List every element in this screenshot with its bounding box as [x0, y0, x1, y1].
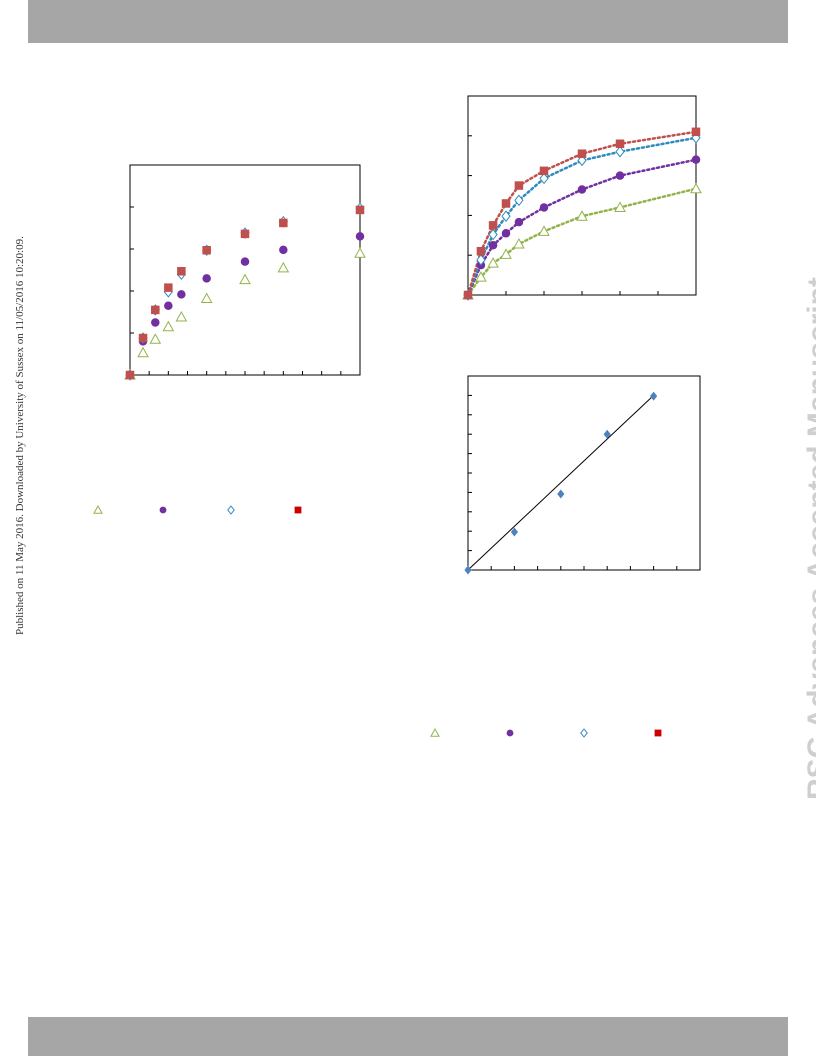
- right-bottom-diamond-marker: [650, 391, 658, 401]
- right-top-diamond-marker: [514, 194, 524, 207]
- right-top-square-marker: [476, 246, 486, 256]
- right-legend-diamond-marker: [580, 728, 588, 738]
- left-circle-marker: [164, 301, 173, 310]
- left-square-marker: [151, 305, 160, 315]
- right-top-circle-marker: [514, 217, 524, 227]
- right-legend-square-marker: [654, 729, 662, 737]
- left-plot-frame: [129, 164, 361, 376]
- right-bottom-diamond-marker: [557, 489, 565, 499]
- right-top-circle-marker: [691, 155, 701, 164]
- right-bottom-diamond-marker: [510, 527, 518, 537]
- left-legend-diamond-marker: [227, 505, 235, 515]
- left-square-marker: [202, 246, 211, 255]
- right-top-triangle-marker: [576, 210, 588, 221]
- left-circle-marker: [240, 257, 250, 266]
- right-top-trendline: [466, 158, 698, 297]
- right-top-triangle-marker: [487, 257, 499, 268]
- right-top-triangle-marker: [500, 248, 512, 259]
- left-triangle-marker: [162, 320, 175, 332]
- left-triangle-marker: [200, 292, 213, 304]
- right-top-square-marker: [577, 149, 587, 158]
- left-square-marker: [125, 370, 135, 380]
- right-top-square-marker: [514, 181, 524, 190]
- left-legend-triangle-marker: [93, 504, 103, 514]
- right-top-plot-frame: [467, 95, 697, 296]
- footer-band: [28, 1017, 788, 1056]
- right-top-triangle-marker: [475, 271, 487, 282]
- left-triangle-marker: [239, 273, 251, 285]
- right-legend-circle-marker: [506, 729, 514, 737]
- left-circle-marker: [202, 274, 211, 283]
- right-top-triangle-marker: [513, 238, 525, 249]
- left-square-marker: [240, 229, 250, 239]
- left-circle-marker: [355, 232, 365, 241]
- right-bottom-diamond-marker: [603, 429, 611, 439]
- left-square-marker: [279, 218, 288, 228]
- left-square-marker: [355, 205, 365, 215]
- right-top-diamond-marker: [501, 210, 511, 222]
- left-triangle-marker: [354, 247, 366, 258]
- left-circle-marker: [177, 290, 186, 299]
- left-triangle-marker: [149, 333, 162, 344]
- right-top-circle-marker: [615, 171, 625, 180]
- left-legend-circle-marker: [159, 506, 167, 514]
- right-top-diamond-marker: [577, 154, 587, 167]
- left-circle-marker: [279, 245, 288, 255]
- right-bottom-diamond-marker: [464, 565, 472, 575]
- left-triangle-marker: [175, 311, 188, 322]
- right-top-circle-marker: [501, 229, 511, 238]
- right-top-square-marker: [501, 199, 511, 208]
- right-top-diamond-marker: [615, 145, 625, 158]
- right-top-diamond-marker: [488, 228, 498, 241]
- right-top-triangle-marker: [690, 182, 702, 194]
- left-square-marker: [138, 333, 148, 343]
- right-top-square-marker: [539, 166, 549, 176]
- right-bottom-plot-frame: [467, 375, 701, 571]
- left-triangle-marker: [137, 346, 149, 358]
- left-triangle-marker: [277, 261, 290, 273]
- right-legend-triangle-marker: [430, 727, 440, 737]
- left-square-marker: [164, 283, 173, 292]
- right-top-triangle-marker: [614, 201, 626, 212]
- left-legend-square-marker: [294, 506, 302, 514]
- right-top-square-marker: [691, 127, 701, 137]
- left-circle-marker: [151, 318, 160, 327]
- left-square-marker: [177, 267, 186, 276]
- right-top-diamond-marker: [476, 254, 486, 266]
- right-top-circle-marker: [577, 185, 587, 194]
- right-top-square-marker: [463, 290, 473, 300]
- right-top-square-marker: [488, 221, 498, 230]
- right-top-circle-marker: [539, 203, 549, 212]
- right-top-circle-marker: [488, 241, 498, 250]
- right-top-square-marker: [615, 139, 625, 149]
- header-band: [28, 0, 788, 43]
- right-top-triangle-marker: [538, 225, 550, 236]
- right-top-diamond-marker: [539, 172, 549, 185]
- right-bottom-fit-line: [467, 395, 654, 571]
